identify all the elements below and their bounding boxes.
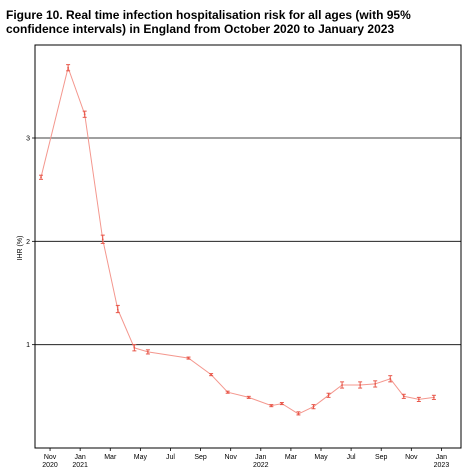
data-point [133, 346, 136, 349]
ci-error-bar [82, 110, 87, 118]
x-tick-label: Jul [166, 454, 175, 461]
data-point [341, 384, 343, 386]
ci-error-bar [326, 392, 331, 398]
ci-error-bar [66, 64, 71, 72]
x-tick-label: Nov [405, 454, 418, 461]
data-point [389, 377, 392, 380]
data-point [374, 383, 377, 385]
x-tick-label: Jan [255, 454, 266, 461]
data-point [312, 405, 315, 408]
x-tick-label: Jul [347, 454, 356, 461]
data-point [247, 396, 250, 399]
ihr-series [39, 64, 436, 416]
data-point [101, 238, 104, 241]
x-tick-label: Jan [75, 454, 86, 461]
data-point [297, 413, 300, 415]
data-point [67, 66, 70, 69]
data-point [280, 402, 283, 405]
x-tick-label: May [134, 454, 148, 461]
x-tick-label: Nov [224, 454, 237, 461]
data-point [146, 351, 149, 353]
ci-error-bar [373, 380, 378, 388]
data-point [270, 404, 273, 407]
ci-error-bar [132, 344, 137, 352]
x-tick-year-label: 2023 [434, 462, 450, 469]
y-tick-label: 3 [26, 136, 30, 143]
ci-error-bar [145, 349, 150, 355]
ci-error-bar [401, 393, 406, 399]
plot-area-frame [34, 44, 462, 449]
ci-error-bar [246, 395, 251, 399]
ci-error-bar [358, 381, 363, 389]
x-tick-label: Nov [44, 454, 57, 461]
x-tick-year-label: 2022 [253, 462, 269, 469]
y-tick-label: 1 [26, 342, 30, 349]
data-point [417, 398, 420, 401]
ci-error-bar [186, 356, 191, 360]
data-point [210, 373, 213, 376]
x-tick-label: Jan [436, 454, 447, 461]
x-tick-year-label: 2020 [42, 462, 58, 469]
ci-error-bar [296, 411, 301, 416]
data-point [40, 176, 42, 179]
data-point [359, 384, 362, 386]
ci-error-bar [416, 396, 421, 402]
y-tick-label: 2 [26, 239, 30, 246]
data-point [327, 394, 330, 397]
ci-error-bar [225, 390, 230, 394]
ci-error-bar [431, 394, 436, 400]
ihr-line [40, 65, 434, 415]
x-tick-label: Mar [104, 454, 117, 461]
data-point [83, 113, 86, 116]
y-axis: 1 2 3 [26, 136, 35, 349]
ci-error-bar [311, 404, 316, 410]
x-tick-label: Mar [285, 454, 298, 461]
x-tick-year-label: 2021 [72, 462, 88, 469]
ci-error-bar [269, 404, 274, 408]
ci-error-bar [209, 373, 214, 377]
data-point [402, 395, 405, 398]
gridlines [35, 137, 461, 346]
y-axis-label: IHR (%) [17, 236, 24, 261]
ci-error-bar [100, 234, 105, 244]
chart-title: Figure 10. Real time infection hospitali… [6, 8, 411, 36]
ci-error-bar [388, 375, 393, 383]
x-tick-label: Sep [194, 454, 207, 461]
data-point [433, 396, 435, 399]
ci-error-bar [39, 174, 44, 180]
x-tick-label: May [314, 454, 328, 461]
x-tick-label: Sep [375, 454, 388, 461]
ci-error-bar [279, 402, 284, 406]
ci-error-bar [340, 381, 345, 389]
ci-error-bar [115, 304, 120, 314]
data-point [116, 308, 119, 311]
data-point [226, 391, 229, 394]
data-point [187, 357, 190, 359]
